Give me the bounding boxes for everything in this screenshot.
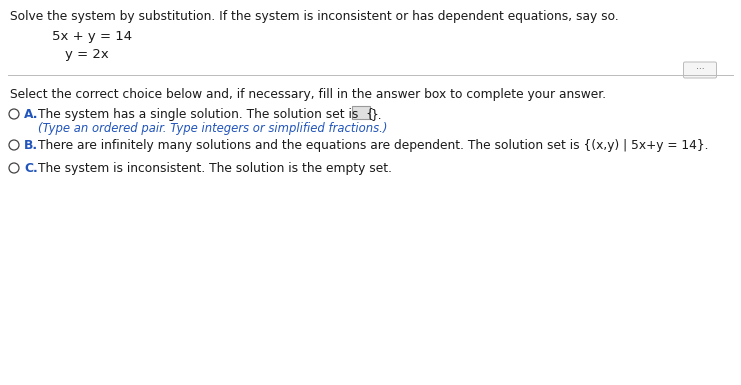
FancyBboxPatch shape xyxy=(352,106,370,119)
Text: The system is inconsistent. The solution is the empty set.: The system is inconsistent. The solution… xyxy=(38,162,392,175)
Text: (Type an ordered pair. Type integers or simplified fractions.): (Type an ordered pair. Type integers or … xyxy=(38,122,388,135)
Text: There are infinitely many solutions and the equations are dependent. The solutio: There are infinitely many solutions and … xyxy=(38,139,708,152)
Text: Select the correct choice below and, if necessary, fill in the answer box to com: Select the correct choice below and, if … xyxy=(10,88,606,101)
FancyBboxPatch shape xyxy=(683,62,717,78)
Text: B.: B. xyxy=(24,139,38,152)
Text: 5x + y = 14: 5x + y = 14 xyxy=(52,30,132,43)
Text: The system has a single solution. The solution set is  {: The system has a single solution. The so… xyxy=(38,108,374,121)
Text: ···: ··· xyxy=(696,65,704,75)
Text: Solve the system by substitution. If the system is inconsistent or has dependent: Solve the system by substitution. If the… xyxy=(10,10,619,23)
Text: A.: A. xyxy=(24,108,39,121)
Text: C.: C. xyxy=(24,162,38,175)
Text: }.: }. xyxy=(371,108,382,121)
Text: y = 2x: y = 2x xyxy=(65,48,109,61)
